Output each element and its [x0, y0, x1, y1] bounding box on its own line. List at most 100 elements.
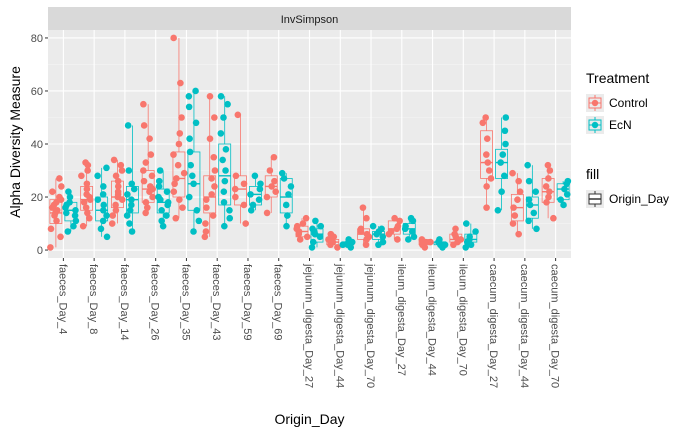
- data-point: [483, 151, 490, 158]
- data-point: [217, 92, 225, 100]
- x-tick-label: caecum_digesta_Day_70: [549, 264, 561, 388]
- data-point: [263, 209, 271, 217]
- data-point: [221, 177, 229, 185]
- data-point: [56, 193, 63, 201]
- data-point: [146, 135, 153, 142]
- data-point: [247, 191, 254, 198]
- data-point: [510, 204, 517, 211]
- data-point: [533, 225, 540, 233]
- data-point: [125, 167, 133, 174]
- data-point: [497, 159, 504, 166]
- data-point: [563, 191, 571, 198]
- data-point: [192, 119, 200, 127]
- data-point: [176, 196, 183, 203]
- data-point: [441, 241, 449, 249]
- data-point: [242, 220, 249, 227]
- facet-strip: [48, 7, 571, 30]
- data-point: [156, 167, 164, 174]
- data-point: [128, 201, 135, 209]
- data-point: [220, 199, 228, 206]
- data-point: [201, 233, 209, 241]
- data-point: [124, 191, 131, 198]
- data-point: [114, 177, 122, 185]
- data-point: [502, 114, 510, 121]
- data-point: [170, 34, 177, 42]
- data-point: [251, 172, 259, 180]
- y-tick-label: 60: [31, 86, 43, 98]
- x-tick-label: faeces_Day_59: [241, 264, 253, 340]
- data-point: [190, 180, 197, 188]
- data-point: [164, 199, 172, 206]
- data-point: [302, 214, 310, 222]
- data-point: [53, 206, 61, 214]
- data-point: [112, 172, 120, 180]
- data-point: [176, 130, 184, 137]
- data-point: [257, 180, 264, 188]
- data-point: [114, 183, 122, 190]
- data-point: [179, 204, 186, 211]
- data-point: [268, 183, 275, 190]
- data-point: [149, 193, 156, 201]
- data-point: [263, 193, 271, 201]
- data-point: [219, 156, 226, 164]
- data-point: [240, 180, 248, 188]
- y-tick-label: 0: [37, 245, 43, 257]
- y-axis-title: Alpha Diversity Measure: [7, 66, 23, 218]
- data-point: [190, 228, 197, 235]
- data-point: [159, 222, 167, 230]
- data-point: [498, 188, 505, 196]
- data-point: [53, 217, 60, 225]
- data-point: [202, 220, 209, 227]
- data-point: [312, 217, 319, 225]
- legend-label-ecn: EcN: [609, 118, 632, 132]
- data-point: [148, 172, 156, 180]
- data-point: [525, 217, 532, 225]
- data-point: [112, 201, 119, 209]
- data-point: [564, 177, 572, 185]
- data-point: [524, 161, 531, 169]
- data-point: [100, 201, 108, 209]
- data-point: [542, 183, 550, 190]
- data-point: [143, 204, 151, 211]
- data-point: [525, 196, 533, 203]
- data-point: [195, 217, 203, 225]
- data-point: [402, 222, 409, 230]
- data-point: [117, 161, 125, 169]
- data-point: [546, 188, 553, 196]
- data-point: [47, 244, 54, 251]
- data-point: [180, 169, 188, 177]
- data-point: [387, 228, 395, 235]
- data-point: [408, 228, 416, 235]
- data-point: [58, 183, 65, 190]
- data-point: [155, 183, 163, 190]
- data-point: [296, 236, 304, 243]
- data-point: [325, 236, 332, 243]
- data-point: [211, 167, 219, 174]
- data-point: [363, 230, 371, 238]
- data-point: [545, 193, 552, 201]
- data-point: [173, 175, 180, 182]
- x-axis-title: Origin_Day: [274, 411, 344, 427]
- data-point: [49, 188, 56, 196]
- data-point: [561, 185, 568, 193]
- data-point: [451, 230, 458, 238]
- data-point: [158, 217, 165, 225]
- x-tick-label: jejunum_digesta_Day_44: [333, 263, 345, 388]
- data-point: [185, 103, 193, 111]
- data-point: [192, 87, 199, 95]
- data-point: [80, 199, 88, 206]
- x-tick-label: faeces_Day_14: [118, 264, 130, 340]
- data-point: [108, 220, 116, 227]
- data-point: [226, 206, 233, 214]
- data-point: [84, 209, 91, 217]
- data-point: [174, 161, 182, 169]
- y-tick-label: 80: [31, 33, 43, 45]
- data-point: [172, 214, 180, 222]
- data-point: [72, 206, 79, 214]
- data-point: [203, 204, 210, 211]
- data-point: [485, 167, 493, 174]
- data-point: [394, 222, 402, 230]
- data-point: [240, 201, 248, 209]
- data-point: [83, 180, 91, 188]
- data-point: [511, 212, 519, 219]
